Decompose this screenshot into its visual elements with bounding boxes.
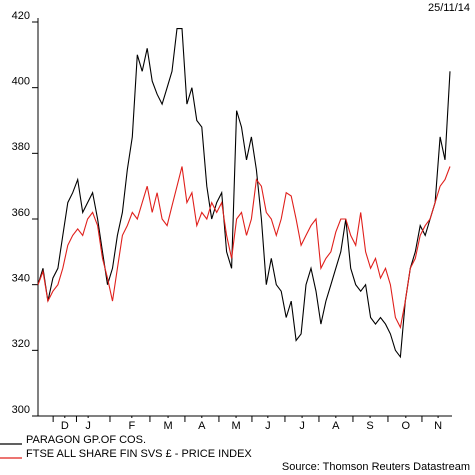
y-tick-label: 360 (12, 207, 30, 219)
legend-label: FTSE ALL SHARE FIN SVS £ - PRICE INDEX (26, 448, 252, 460)
x-tick-label: O (402, 420, 411, 432)
y-tick-label: 340 (12, 273, 30, 285)
y-tick-label: 380 (12, 141, 30, 153)
x-tick-label: S (366, 420, 373, 432)
x-tick-label: M (231, 420, 240, 432)
x-tick-label: J (299, 420, 305, 432)
series-line (37, 166, 451, 330)
source-label: Source: Thomson Reuters Datastream (282, 461, 470, 473)
y-tick-label: 320 (12, 338, 30, 350)
date-label: 25/11/14 (428, 2, 470, 14)
x-tick-label: A (198, 420, 206, 432)
x-tick-label: A (332, 420, 340, 432)
x-tick-label: M (163, 420, 172, 432)
y-tick-label: 300 (12, 404, 30, 416)
x-tick-label: D (61, 420, 69, 432)
legend-label: PARAGON GP.OF COS. (26, 434, 146, 446)
x-tick-label: J (85, 420, 91, 432)
y-tick-label: 400 (12, 76, 30, 88)
x-tick-label: N (434, 420, 442, 432)
x-tick-label: J (265, 420, 271, 432)
x-tick-label: F (128, 420, 135, 432)
y-tick-label: 420 (12, 10, 30, 22)
series-line (37, 28, 451, 359)
